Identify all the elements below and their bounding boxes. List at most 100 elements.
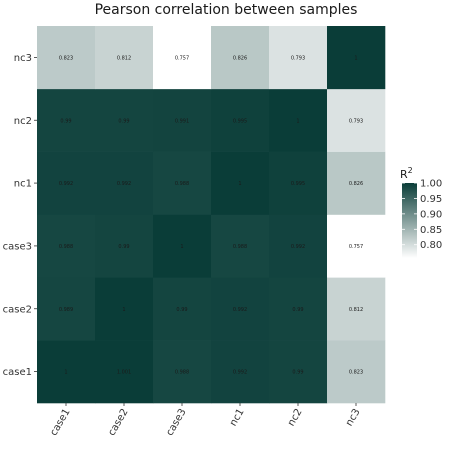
heatmap-cell (153, 26, 212, 90)
legend-title-superscript: 2 (408, 166, 413, 175)
heatmap-cell-label: 0.826 (349, 181, 363, 187)
heatmap-cell-label: 0.99 (176, 307, 187, 313)
y-tick-label: case1 (3, 367, 32, 378)
heatmap-cell-label: 1 (238, 181, 241, 187)
x-axis: case1 case2 case3 nc1 nc2 nc3 (48, 403, 363, 438)
heatmap-cell (327, 26, 386, 90)
heatmap-cell-label: 0.99 (292, 370, 303, 376)
heatmap-cell (211, 214, 270, 278)
y-tick-label: nc2 (14, 116, 32, 127)
heatmap-cell (211, 340, 270, 404)
heatmap-cell-label: 0.757 (175, 55, 189, 61)
legend: R2 1.00 0.95 0.90 0.85 0.80 (400, 166, 442, 258)
heatmap-cell-label: 0.995 (291, 181, 305, 187)
heatmap-cell (269, 88, 328, 152)
heatmap-cell (211, 88, 270, 152)
legend-colorbar (402, 183, 417, 258)
heatmap-cell-label: 0.992 (233, 370, 247, 376)
heatmap-cell-label: 0.99 (292, 307, 303, 313)
heatmap-cell-label: 0.988 (175, 181, 189, 187)
heatmap-cell (211, 151, 270, 215)
heatmap-cell (269, 26, 328, 90)
heatmap-cell-label: 0.823 (349, 370, 363, 376)
heatmap-cell (95, 151, 154, 215)
heatmap-cell-label: 0.793 (291, 55, 305, 61)
heatmap-cell-label: 1 (64, 370, 67, 376)
heatmap-cell-label: 0.995 (233, 118, 247, 124)
heatmap-cells (37, 26, 386, 404)
heatmap-cell-label: 0.99 (118, 118, 129, 124)
heatmap-cell-label: 0.992 (59, 181, 73, 187)
heatmap-cell (153, 340, 212, 404)
heatmap-cell-label: 0.826 (233, 55, 247, 61)
heatmap-cell-label: 0.793 (349, 118, 363, 124)
heatmap-cell (37, 26, 96, 90)
heatmap-cell (327, 277, 386, 341)
heatmap-cell (327, 151, 386, 215)
heatmap-cell-label: 0.812 (349, 307, 363, 313)
y-tick-label: nc1 (14, 179, 32, 190)
heatmap-cell (153, 151, 212, 215)
heatmap-cell-label: 0.99 (60, 118, 71, 124)
heatmap-cell (327, 214, 386, 278)
heatmap-cell (269, 340, 328, 404)
heatmap-cell (95, 340, 154, 404)
heatmap-cell (327, 88, 386, 152)
heatmap-cell (327, 340, 386, 404)
heatmap-cell (211, 277, 270, 341)
heatmap-cell (269, 277, 328, 341)
heatmap-cell-label: 0.992 (117, 181, 131, 187)
heatmap-cell-label: 1 (180, 244, 183, 250)
heatmap-cell-label: 1 (122, 307, 125, 313)
heatmap-cell-label: 0.988 (59, 244, 73, 250)
y-tick-label: nc3 (14, 53, 32, 64)
x-tick-label: case1 (48, 407, 72, 438)
legend-tick-label: 0.80 (420, 240, 442, 251)
legend-tick-label: 1.00 (420, 179, 442, 190)
heatmap-cell (269, 151, 328, 215)
x-tick-label: case2 (106, 407, 130, 438)
heatmap-cell (153, 88, 212, 152)
heatmap-cell-label: 0.812 (117, 55, 131, 61)
heatmap-cell-label: 0.991 (175, 118, 189, 124)
heatmap-cell (37, 214, 96, 278)
heatmap-cell (95, 277, 154, 341)
legend-title: R2 (400, 166, 413, 181)
heatmap-cell-label: 0.757 (349, 244, 363, 250)
legend-ticks: 1.00 0.95 0.90 0.85 0.80 (402, 179, 442, 251)
heatmap-cell-label: 0.989 (59, 307, 73, 313)
y-tick-label: case2 (3, 304, 32, 315)
heatmap-cell-label: 1.001 (117, 370, 131, 376)
heatmap-cell (211, 26, 270, 90)
heatmap-cell (269, 214, 328, 278)
heatmap-cell-label: 0.988 (233, 244, 247, 250)
x-tick-label: nc1 (228, 407, 247, 428)
heatmap-cell-label: 0.992 (291, 244, 305, 250)
heatmap-cell (37, 340, 96, 404)
x-tick-label: nc2 (286, 407, 305, 428)
heatmap-cell-label: 0.823 (59, 55, 73, 61)
legend-tick-label: 0.90 (420, 209, 442, 220)
heatmap-cell (37, 151, 96, 215)
x-tick-label: nc3 (344, 407, 363, 428)
heatmap-cell (153, 214, 212, 278)
heatmap-cell-label: 0.988 (175, 370, 189, 376)
heatmap-cell-label: 1 (296, 118, 299, 124)
heatmap-cell-label: 0.992 (233, 307, 247, 313)
heatmap-cell (95, 214, 154, 278)
legend-tick-label: 0.85 (420, 225, 442, 236)
heatmap-cell (37, 88, 96, 152)
heatmap-cell (95, 26, 154, 90)
legend-tick-label: 0.95 (420, 194, 442, 205)
y-tick-label: case3 (3, 241, 32, 252)
x-tick-label: case3 (164, 407, 188, 438)
heatmap-cell-label: 1 (354, 55, 357, 61)
heatmap-cell (37, 277, 96, 341)
heatmap-cell (95, 88, 154, 152)
heatmap-cell-labels: 1 1.001 0.988 0.992 0.99 0.823 0.989 1 0.99 0.992… (59, 55, 363, 375)
y-axis: case1 case2 case3 nc1 nc2 nc3 (3, 53, 37, 378)
heatmap-cell (153, 277, 212, 341)
chart-title: Pearson correlation between samples (95, 2, 358, 18)
heatmap-cell-label: 0.99 (118, 244, 129, 250)
